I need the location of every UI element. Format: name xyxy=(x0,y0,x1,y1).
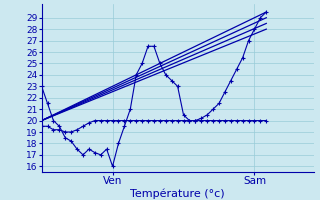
X-axis label: Température (°c): Température (°c) xyxy=(130,189,225,199)
